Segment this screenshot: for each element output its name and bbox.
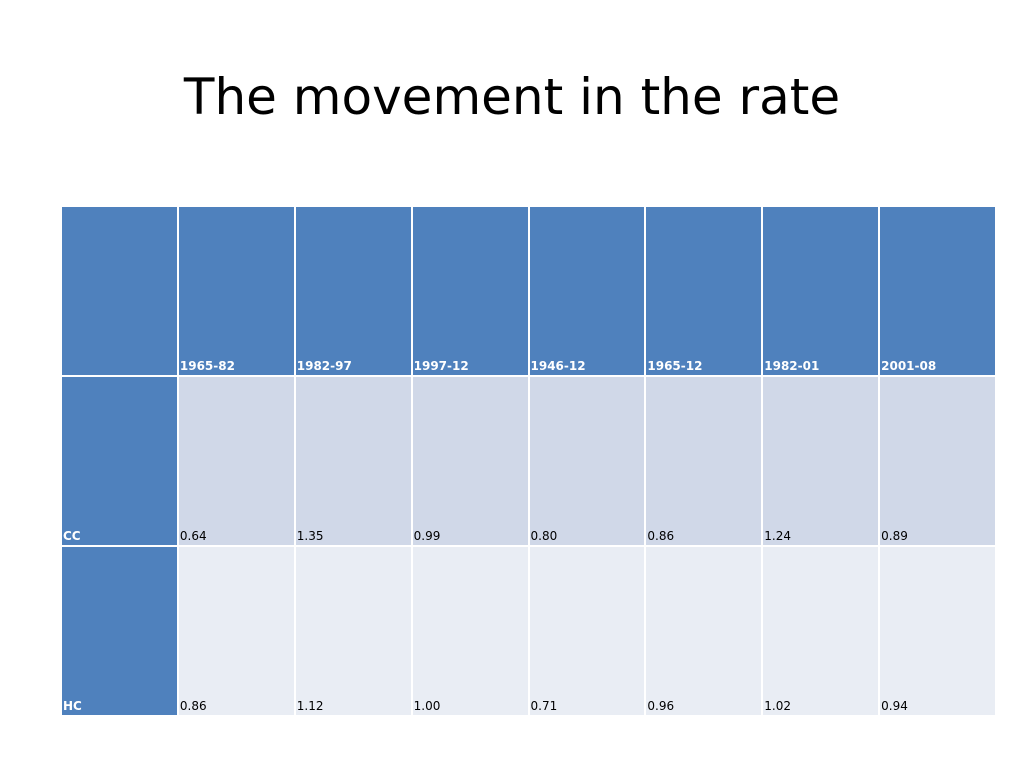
table-row-cc: CC 0.64 1.35 0.99 0.80 0.86 1.24 0.89 <box>60 375 997 547</box>
table-cell: 0.96 <box>644 545 764 717</box>
column-header: 1982-97 <box>293 205 413 377</box>
table-cell: 1.35 <box>293 375 413 547</box>
table-cell: 0.71 <box>527 545 647 717</box>
column-header: 1982-01 <box>761 205 881 377</box>
corner-cell <box>60 205 179 377</box>
column-header: 1997-12 <box>410 205 530 377</box>
table-row-hc: HC 0.86 1.12 1.00 0.71 0.96 1.02 0.94 <box>60 545 997 717</box>
column-header: 1965-12 <box>644 205 764 377</box>
table-cell: 0.86 <box>176 545 296 717</box>
table-header-row: 1965-82 1982-97 1997-12 1946-12 1965-12 … <box>60 205 997 377</box>
table-cell: 1.24 <box>761 375 881 547</box>
row-header: CC <box>60 375 179 547</box>
table-cell: 0.94 <box>878 545 997 717</box>
table-cell: 1.00 <box>410 545 530 717</box>
column-header: 1965-82 <box>176 205 296 377</box>
row-header: HC <box>60 545 179 717</box>
table-cell: 0.99 <box>410 375 530 547</box>
table-cell: 0.64 <box>176 375 296 547</box>
column-header: 2001-08 <box>878 205 997 377</box>
slide-title: The movement in the rate <box>183 68 841 126</box>
table-cell: 0.89 <box>878 375 997 547</box>
column-header: 1946-12 <box>527 205 647 377</box>
table-cell: 1.12 <box>293 545 413 717</box>
rate-table: 1965-82 1982-97 1997-12 1946-12 1965-12 … <box>60 205 997 717</box>
table-cell: 1.02 <box>761 545 881 717</box>
table-cell: 0.86 <box>644 375 764 547</box>
table-cell: 0.80 <box>527 375 647 547</box>
